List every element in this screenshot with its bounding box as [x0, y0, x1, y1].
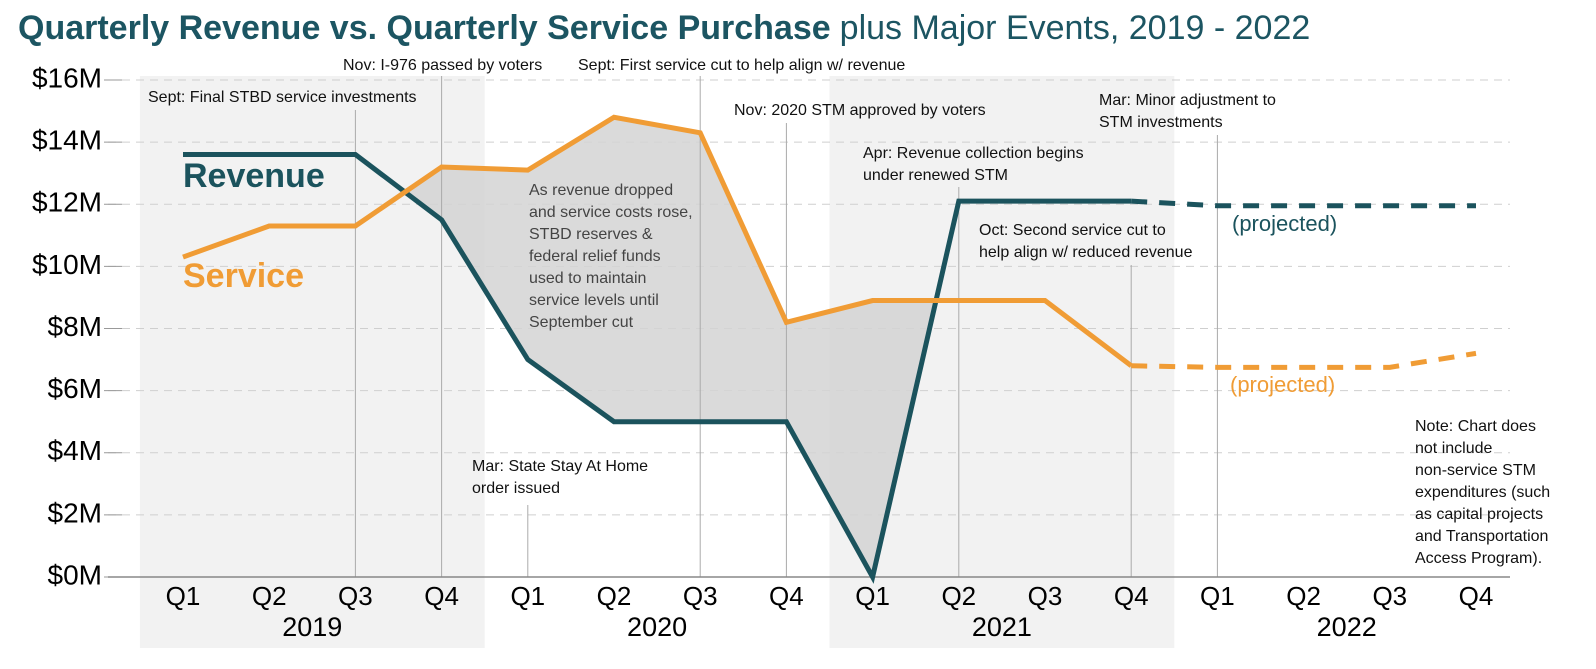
x-tick-label: Q2	[597, 581, 632, 611]
x-tick-label: Q1	[855, 581, 890, 611]
x-tick-label: Q4	[769, 581, 804, 611]
event-label: Oct: Second service cut to	[979, 222, 1166, 239]
y-tick-label: $12M	[32, 187, 102, 218]
gap-note: As revenue dropped	[529, 182, 673, 199]
event-label: Mar: State Stay At Home	[472, 458, 648, 475]
x-tick-label: Q4	[424, 581, 459, 611]
note: not include	[1415, 440, 1492, 457]
series-line	[1131, 198, 1476, 209]
note: Note: Chart does	[1415, 418, 1536, 435]
event-label: Mar: Minor adjustment to	[1099, 92, 1276, 109]
event-label: Apr: Revenue collection begins	[863, 145, 1084, 162]
y-tick-label: $2M	[48, 497, 102, 528]
gap-note: STBD reserves &	[529, 226, 653, 243]
gap-note: used to maintain	[529, 270, 646, 287]
year-label: 2020	[627, 612, 687, 642]
event-label: STM investments	[1099, 114, 1223, 131]
y-tick-label: $0M	[48, 559, 102, 590]
y-tick-label: $16M	[32, 62, 102, 93]
gap-note: September cut	[529, 314, 634, 331]
series-label: (projected)	[1230, 372, 1335, 397]
year-band	[139, 76, 485, 648]
year-label: 2022	[1317, 612, 1377, 642]
note: Access Program).	[1415, 550, 1542, 567]
chart-subtitle: plus Major Events, 2019 - 2022	[840, 9, 1311, 47]
year-label: 2019	[282, 612, 342, 642]
note: expenditures (such	[1415, 484, 1550, 501]
gap-note: and service costs rose,	[529, 204, 693, 221]
x-tick-label: Q1	[166, 581, 201, 611]
chart-title: Quarterly Revenue vs. Quarterly Service …	[18, 9, 831, 47]
x-tick-label: Q4	[1459, 581, 1494, 611]
x-tick-label: Q2	[252, 581, 287, 611]
series-line	[182, 114, 1133, 368]
gap-note: federal relief funds	[529, 248, 661, 265]
note: and Transportation	[1415, 528, 1548, 545]
y-tick-label: $6M	[48, 373, 102, 404]
x-tick-label: Q4	[1114, 581, 1149, 611]
x-tick-label: Q3	[1028, 581, 1063, 611]
note: as capital projects	[1415, 506, 1543, 523]
series-label: (projected)	[1232, 211, 1337, 236]
event-label: order issued	[472, 480, 560, 497]
series-label: Revenue	[183, 157, 325, 195]
x-tick-label: Q2	[941, 581, 976, 611]
y-tick-label: $14M	[32, 125, 102, 156]
gap-area	[404, 117, 937, 578]
x-tick-label: Q1	[510, 581, 545, 611]
year-label: 2021	[972, 612, 1032, 642]
x-tick-label: Q3	[683, 581, 718, 611]
series-label: Service	[183, 257, 304, 295]
event-label: Sept: Final STBD service investments	[148, 89, 417, 106]
chart-title-group: Quarterly Revenue vs. Quarterly Service …	[18, 9, 1310, 47]
event-label: Sept: First service cut to help align w/…	[578, 57, 905, 74]
x-tick-label: Q3	[338, 581, 373, 611]
series-line	[183, 152, 1132, 584]
gap-note: service levels until	[529, 292, 659, 309]
event-label: Nov: I-976 passed by voters	[343, 57, 542, 74]
event-label: Nov: 2020 STM approved by voters	[734, 102, 986, 119]
x-tick-label: Q3	[1372, 581, 1407, 611]
y-tick-label: $4M	[48, 435, 102, 466]
x-tick-label: Q1	[1200, 581, 1235, 611]
y-tick-label: $10M	[32, 249, 102, 280]
x-tick-label: Q2	[1286, 581, 1321, 611]
note: non-service STM	[1415, 462, 1536, 479]
y-tick-label: $8M	[48, 311, 102, 342]
series-line	[1131, 350, 1477, 370]
event-label: help align w/ reduced revenue	[979, 244, 1193, 261]
event-label: under renewed STM	[863, 167, 1008, 184]
